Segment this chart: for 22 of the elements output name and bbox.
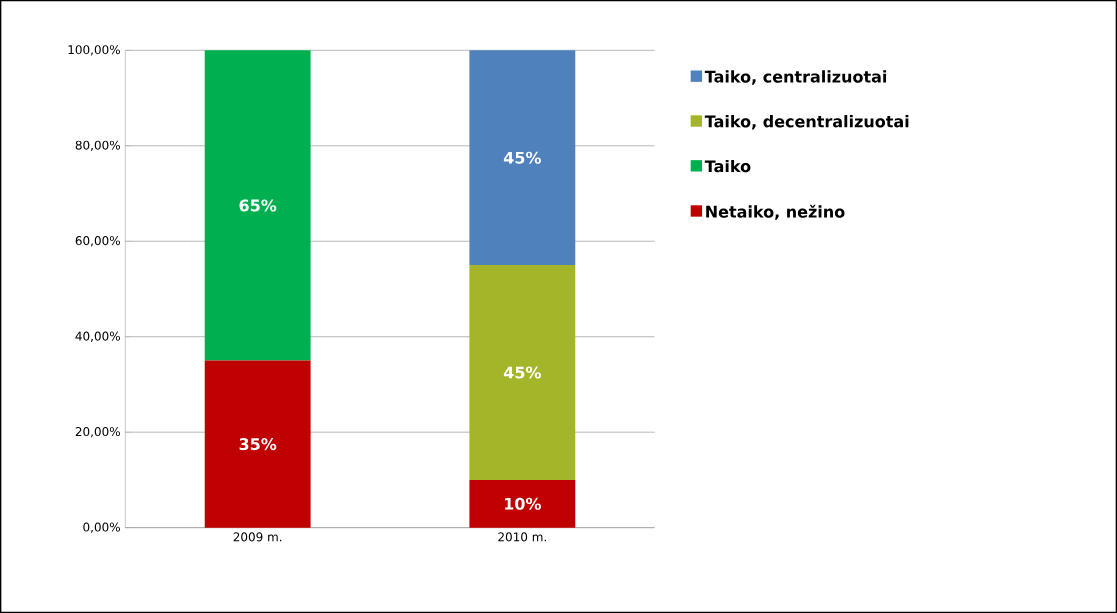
legend-label: Taiko <box>704 159 751 173</box>
bar <box>469 50 576 266</box>
x-tick-label: 2010 m. <box>498 532 546 542</box>
data-label: 65% <box>239 199 277 212</box>
y-tick-label: 60,00% <box>75 236 120 247</box>
data-label: 45% <box>503 366 541 379</box>
legend-label: Taiko, decentralizuotai <box>704 115 909 130</box>
y-tick-label: 20,00% <box>75 427 120 438</box>
y-tick-label: 40,00% <box>75 331 120 342</box>
legend-label: Netaiko, nežino <box>706 204 845 220</box>
bar <box>469 479 576 528</box>
bar <box>204 360 311 528</box>
bar <box>469 265 576 480</box>
bar <box>204 50 311 361</box>
y-tick-label: 0,00% <box>83 522 120 533</box>
y-tick-label: 100,00% <box>68 45 120 56</box>
data-label: 45% <box>503 151 541 164</box>
x-tick-label: 2009 m. <box>233 532 282 542</box>
y-tick-label: 80,00% <box>75 140 120 151</box>
legend-label: Taiko, centralizuotai <box>704 70 887 85</box>
data-label: 35% <box>239 438 277 451</box>
data-label: 10% <box>504 497 541 510</box>
